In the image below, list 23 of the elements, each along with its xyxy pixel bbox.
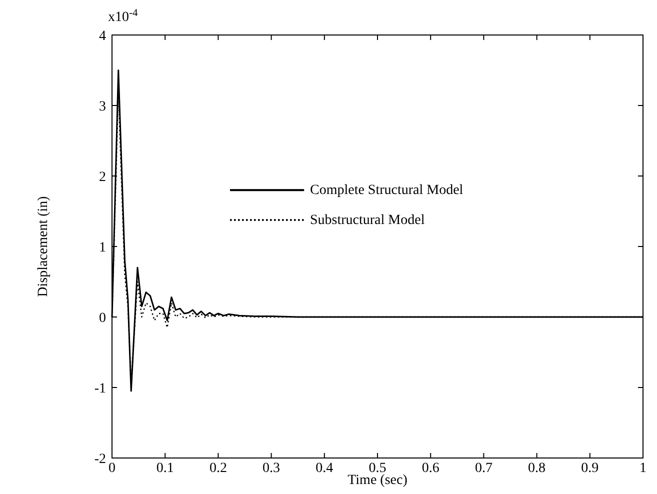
x-tick-label: 0.9 <box>581 461 599 476</box>
y-tick-label: -1 <box>94 382 106 396</box>
x-axis-title: Time (sec) <box>348 473 408 488</box>
x-tick-label: 0.4 <box>316 461 334 476</box>
y-tick-label: -2 <box>94 452 106 467</box>
x-tick-label: 0.8 <box>528 461 546 476</box>
x-tick-label: 0.5 <box>368 461 386 476</box>
x-tick-label: 0.2 <box>209 461 227 476</box>
y-tick-label: 4 <box>99 29 106 44</box>
y-tick-label: 3 <box>99 100 106 114</box>
x-tick-label: 1 <box>640 461 646 476</box>
y-tick-label: 0 <box>99 311 106 326</box>
text: x10$^{-4}$ <box>108 8 138 25</box>
y-tick-label: 2 <box>99 170 106 185</box>
x-tick-label: 0 <box>108 461 116 476</box>
x-tick-label: 0.3 <box>262 461 280 476</box>
y-axis-title: Displacement (in) <box>36 196 51 297</box>
x-tick-label: 0.6 <box>422 461 440 476</box>
x-tick-label: 0.1 <box>156 461 174 476</box>
legend-label: Complete Structural Model <box>310 183 464 198</box>
y-tick-label: 1 <box>99 240 106 256</box>
x-tick-label: 0.7 <box>474 461 492 476</box>
legend-label: Substructural Model <box>310 213 425 228</box>
